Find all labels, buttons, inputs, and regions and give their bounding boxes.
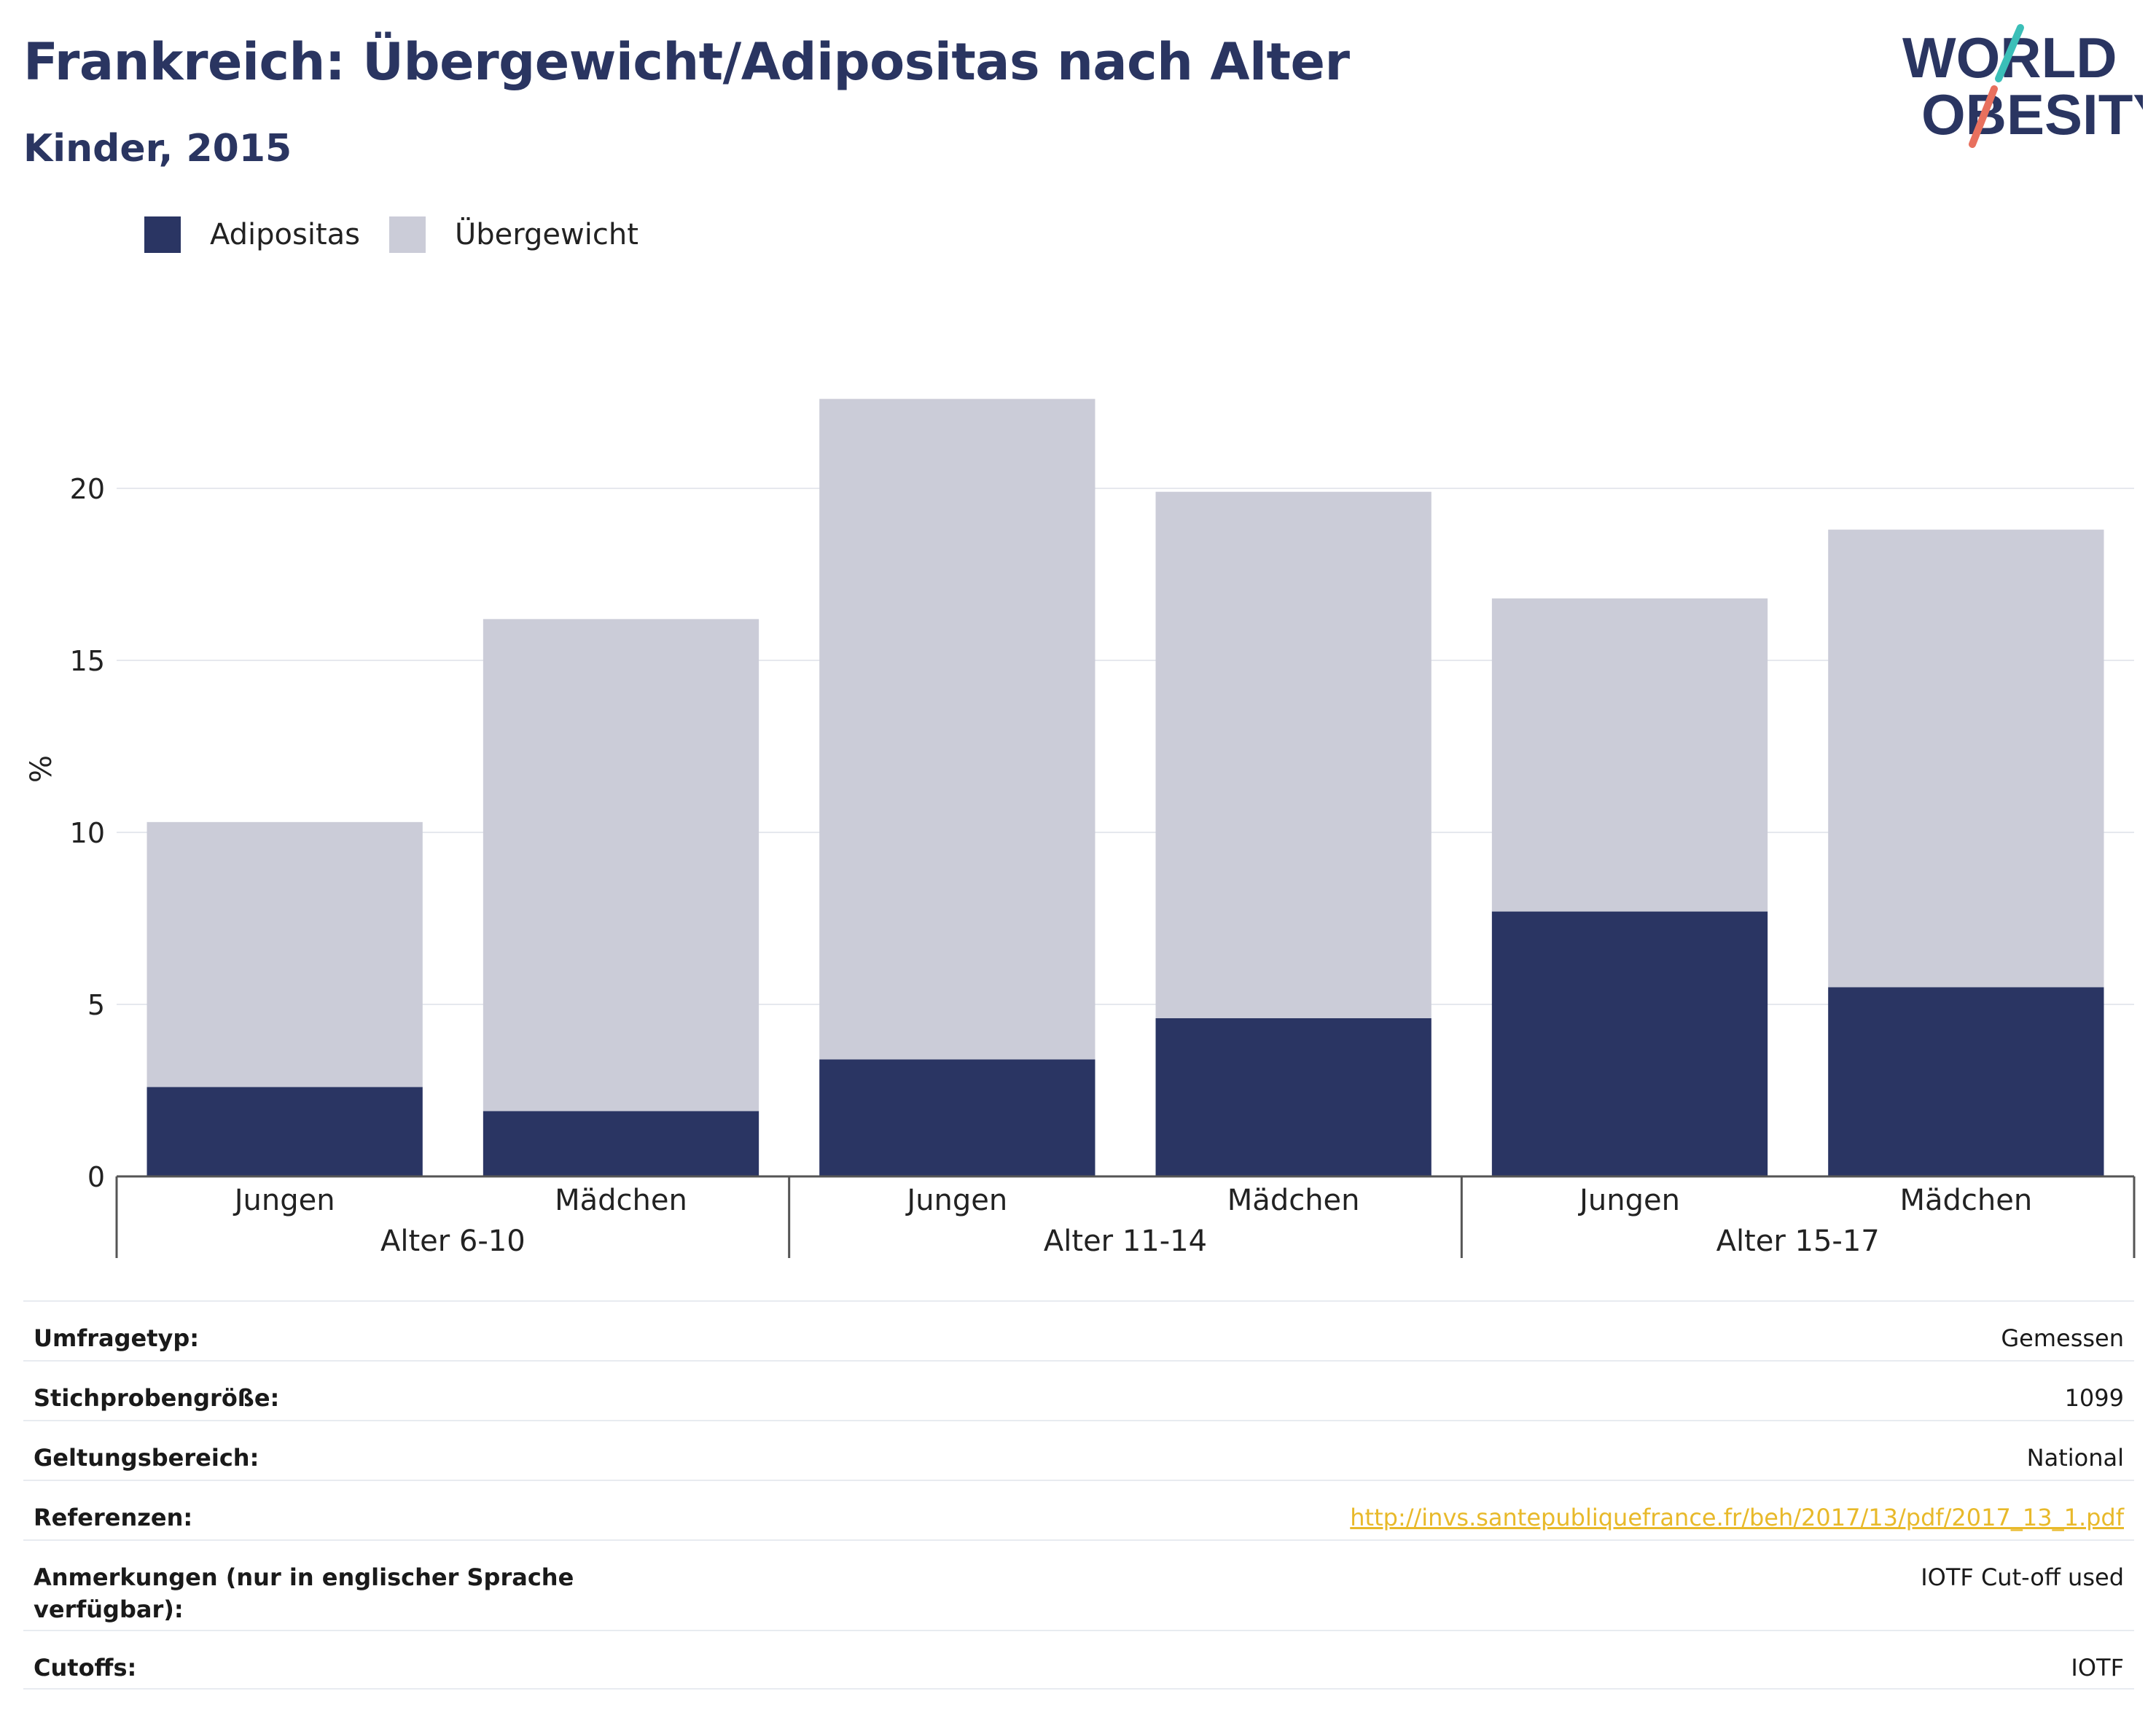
- info-key: Stichprobengröße:: [34, 1384, 280, 1412]
- x-category-label: Mädchen: [1899, 1184, 2032, 1217]
- legend: Adipositas Übergewicht: [144, 214, 668, 255]
- bar-adipositas: [147, 1087, 423, 1176]
- info-value: 1099: [2064, 1384, 2124, 1412]
- legend-item-adipositas[interactable]: Adipositas: [144, 216, 360, 253]
- legend-swatch-adipositas: [144, 216, 181, 253]
- info-table: Umfragetyp: Gemessen Stichprobengröße: 1099…: [23, 1300, 2134, 1690]
- info-value: National: [2026, 1444, 2124, 1472]
- x-group-label: Alter 11-14: [1044, 1225, 1207, 1258]
- bar-chart: 0 5 10 15 20% Jungen Mädchen Jungen Mädchen Junge…: [25, 399, 2136, 1258]
- info-key: Umfragetyp:: [34, 1324, 200, 1352]
- legend-item-uebergewicht[interactable]: Übergewicht: [389, 216, 638, 253]
- bar-uebergewicht: [483, 619, 759, 1112]
- info-row: Umfragetyp: Gemessen: [23, 1300, 2134, 1360]
- info-key: Anmerkungen (nur in englischer Sprache v…: [34, 1563, 574, 1623]
- x-category-label: Jungen: [905, 1184, 1007, 1217]
- bar-uebergewicht: [819, 399, 1095, 1060]
- reference-link[interactable]: http://invs.santepubliquefrance.fr/beh/2…: [1350, 1504, 2124, 1531]
- info-key: Geltungsbereich:: [34, 1444, 259, 1472]
- logo-line2: OBESITY: [1921, 82, 2143, 147]
- info-row: Geltungsbereich: National: [23, 1420, 2134, 1480]
- y-tick-label: 20: [70, 473, 105, 505]
- bar-uebergewicht: [1155, 491, 1432, 1018]
- bar-adipositas: [1155, 1018, 1432, 1176]
- legend-label-adipositas: Adipositas: [210, 218, 361, 251]
- info-row: Referenzen: http://invs.santepubliquefran…: [23, 1480, 2134, 1539]
- bar-uebergewicht: [147, 821, 423, 1087]
- x-category-label: Mädchen: [555, 1184, 687, 1217]
- y-tick-label: 15: [70, 645, 105, 677]
- bar-adipositas: [483, 1111, 759, 1176]
- x-category-label: Mädchen: [1227, 1184, 1360, 1217]
- info-row: Cutoffs: IOTF: [23, 1630, 2134, 1690]
- info-value: IOTF Cut-off used: [1921, 1563, 2124, 1591]
- y-tick-label: 5: [87, 989, 105, 1021]
- info-value: Gemessen: [2001, 1324, 2124, 1352]
- y-tick-label: 0: [87, 1161, 105, 1193]
- info-key: Cutoffs:: [34, 1654, 137, 1682]
- bar-uebergewicht: [1491, 598, 1768, 912]
- y-axis-label: %: [25, 755, 58, 783]
- info-key: Referenzen:: [34, 1504, 193, 1531]
- chart-subtitle: Kinder, 2015: [23, 127, 292, 171]
- chart-title: Frankreich: Übergewicht/Adipositas nach …: [23, 32, 1350, 92]
- y-tick-label: 10: [70, 817, 105, 849]
- info-row: Stichprobengröße: 1099: [23, 1360, 2134, 1420]
- x-category-label: Jungen: [233, 1184, 335, 1217]
- x-group-label: Alter 15-17: [1716, 1225, 1880, 1258]
- world-obesity-logo: WORLD OBESITY: [1902, 24, 2143, 148]
- x-category-label: Jungen: [1577, 1184, 1680, 1217]
- legend-swatch-uebergewicht: [389, 216, 426, 253]
- bar-adipositas: [819, 1059, 1095, 1176]
- bar-adipositas: [1828, 987, 2104, 1176]
- legend-label-uebergewicht: Übergewicht: [455, 218, 638, 251]
- bar-adipositas: [1491, 911, 1768, 1176]
- info-value: IOTF: [2071, 1654, 2124, 1682]
- x-group-label: Alter 6-10: [380, 1225, 526, 1258]
- info-row: Anmerkungen (nur in englischer Sprache v…: [23, 1539, 2134, 1630]
- bar-uebergewicht: [1828, 529, 2104, 988]
